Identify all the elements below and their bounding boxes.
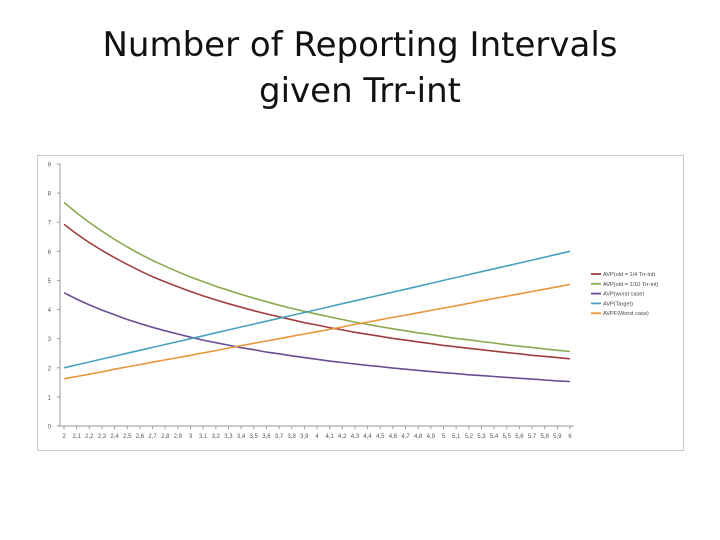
x-tick-label: 4,4 — [363, 434, 372, 440]
slide-title: Number of Reporting Intervals given Trr-… — [0, 22, 720, 114]
x-tick-label: 3 — [189, 434, 193, 440]
x-tick-label: 4,1 — [325, 434, 334, 440]
x-tick-label: 5,4 — [490, 434, 499, 440]
x-tick-label: 2,8 — [161, 434, 170, 440]
x-tick-label: 4,2 — [338, 434, 347, 440]
x-tick-label: 3,2 — [212, 434, 221, 440]
y-tick-label: 8 — [48, 192, 52, 198]
y-tick-label: 2 — [48, 366, 52, 372]
y-tick-label: 5 — [48, 279, 52, 285]
x-tick-label: 2,7 — [148, 434, 157, 440]
series-line-1 — [63, 223, 571, 360]
x-tick-label: 4,5 — [376, 434, 385, 440]
x-tick-label: 2,2 — [85, 434, 94, 440]
x-tick-label: 2,9 — [174, 434, 183, 440]
legend-label-3: AVP(worst case) — [603, 292, 644, 298]
x-tick-label: 5,3 — [477, 434, 486, 440]
y-tick-label: 3 — [48, 337, 52, 343]
series-line-3 — [63, 291, 571, 383]
x-tick-label: 4,6 — [389, 434, 398, 440]
x-tick-label: 2,4 — [110, 434, 119, 440]
x-tick-label: 3,8 — [288, 434, 297, 440]
x-tick-label: 4,8 — [414, 434, 423, 440]
legend-label-1: AVP(old = 1/4 Trr-int) — [603, 272, 655, 278]
x-tick-label: 3,4 — [237, 434, 246, 440]
slide-title-line-2: given Trr-int — [259, 71, 461, 111]
x-tick-label: 2,1 — [72, 434, 81, 440]
x-tick-label: 3,9 — [300, 434, 309, 440]
x-tick-label: 3,7 — [275, 434, 284, 440]
legend-label-4: AVP(Target) — [603, 301, 633, 307]
x-tick-label: 3,6 — [262, 434, 271, 440]
legend-label-2: AVP(old = 1/10 Trr-int) — [603, 282, 659, 288]
y-tick-label: 7 — [48, 221, 52, 227]
x-tick-label: 4 — [315, 434, 319, 440]
legend-label-5: AVPF(Worst case) — [603, 311, 649, 317]
x-tick-label: 5,6 — [515, 434, 524, 440]
y-tick-label: 4 — [48, 308, 52, 314]
chart-frame: 0 1 2 3 4 5 6 7 8 9 2 2,1 2,2 2,3 2,4 2,5 2,6 2,7 2,8 2,9 3 3… — [37, 155, 684, 451]
y-tick-label: 1 — [48, 395, 52, 401]
x-tick-label: 5,1 — [452, 434, 461, 440]
series-line-2 — [63, 201, 571, 353]
x-tick-label: 5,8 — [541, 434, 550, 440]
x-tick-label: 4,9 — [427, 434, 436, 440]
y-tick-label: 0 — [48, 425, 52, 431]
x-tick-label: 4,7 — [401, 434, 410, 440]
x-tick-label: 3,5 — [250, 434, 259, 440]
x-tick-label: 5,5 — [503, 434, 512, 440]
x-tick-label: 2,6 — [136, 434, 145, 440]
x-tick-label: 3,1 — [199, 434, 208, 440]
slide-title-line-1: Number of Reporting Intervals — [102, 25, 618, 65]
series-line-5 — [63, 283, 571, 380]
x-tick-label: 5,7 — [528, 434, 537, 440]
x-tick-label: 6 — [568, 434, 572, 440]
x-tick-label: 3,3 — [224, 434, 233, 440]
y-tick-label: 6 — [48, 250, 52, 256]
y-tick-label: 9 — [48, 163, 52, 169]
x-tick-label: 5,9 — [553, 434, 562, 440]
x-tick-label: 2,3 — [98, 434, 107, 440]
x-tick-label: 4,3 — [351, 434, 360, 440]
x-tick-label: 2 — [62, 434, 66, 440]
x-tick-label: 5 — [442, 434, 446, 440]
x-tick-label: 2,5 — [123, 434, 132, 440]
series-line-4 — [63, 250, 571, 369]
x-tick-label: 5,2 — [465, 434, 474, 440]
